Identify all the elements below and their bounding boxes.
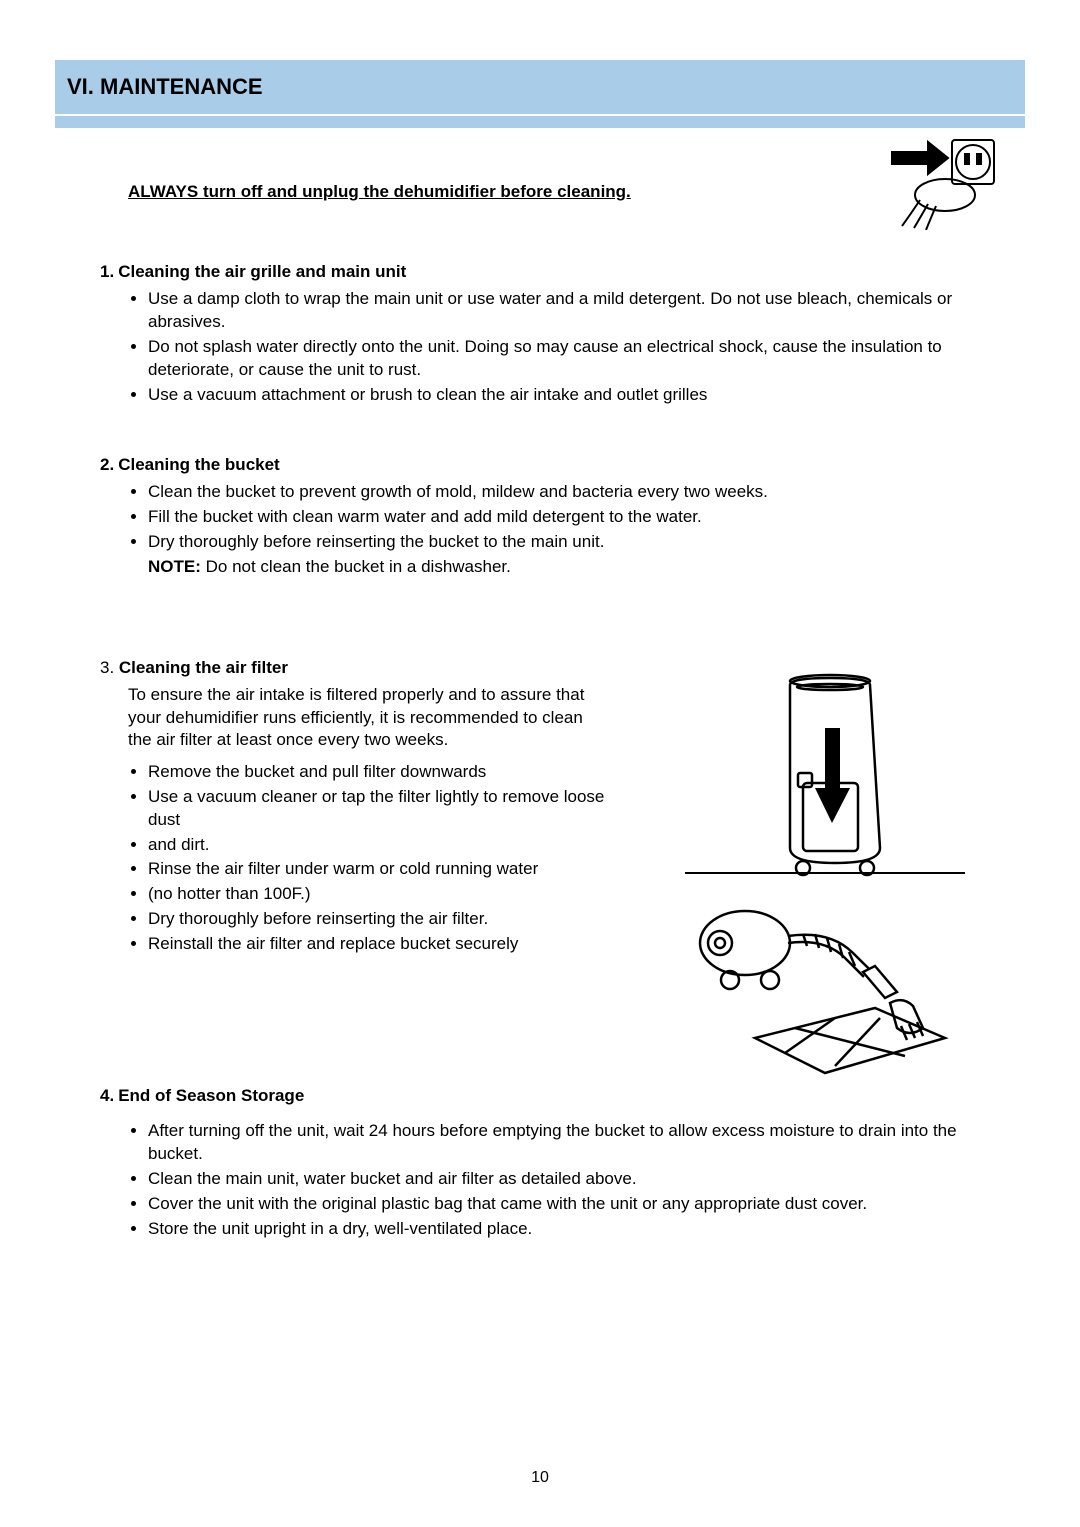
section-1-heading: 1.Cleaning the air grille and main unit (100, 262, 980, 282)
section-3: 3. Cleaning the air filter To ensure the… (100, 658, 640, 956)
section-2: 2.Cleaning the bucket Clean the bucket t… (100, 455, 980, 579)
section-4-title: End of Season Storage (118, 1086, 304, 1105)
list-item: Use a vacuum attachment or brush to clea… (148, 384, 980, 407)
list-item: Remove the bucket and pull filter downwa… (148, 761, 618, 784)
section-2-heading: 2.Cleaning the bucket (100, 455, 980, 475)
banner-title: VI. MAINTENANCE (67, 74, 263, 100)
section-banner: VI. MAINTENANCE (55, 60, 1025, 114)
section-2-note: NOTE: Do not clean the bucket in a dishw… (148, 556, 980, 579)
section-3-number: 3. (100, 658, 119, 677)
section-4: 4.End of Season Storage After turning of… (100, 1086, 980, 1241)
list-item: Use a vacuum cleaner or tap the filter l… (148, 786, 618, 832)
section-4-bullets: After turning off the unit, wait 24 hour… (148, 1120, 980, 1241)
manual-page: VI. MAINTENANCE ALWAYS turn off and unpl… (0, 0, 1080, 1527)
section-2-title: Cleaning the bucket (118, 455, 280, 474)
list-item: Store the unit upright in a dry, well-ve… (148, 1218, 980, 1241)
section-3-heading: 3. Cleaning the air filter (100, 658, 640, 678)
section-3-bullets: Remove the bucket and pull filter downwa… (148, 761, 618, 957)
list-item: Reinstall the air filter and replace buc… (148, 933, 618, 956)
list-item: Cover the unit with the original plastic… (148, 1193, 980, 1216)
section-4-heading: 4.End of Season Storage (100, 1086, 980, 1106)
page-number: 10 (0, 1469, 1080, 1487)
vacuum-filter-illustration (685, 888, 965, 1088)
section-3-title: Cleaning the air filter (119, 658, 288, 677)
section-1-bullets: Use a damp cloth to wrap the main unit o… (148, 288, 980, 407)
section-1-title: Cleaning the air grille and main unit (118, 262, 406, 281)
section-1-number: 1. (100, 262, 114, 281)
content-area: ALWAYS turn off and unplug the dehumidif… (55, 128, 1025, 1241)
section-2-number: 2. (100, 455, 114, 474)
list-item: Clean the bucket to prevent growth of mo… (148, 481, 980, 504)
list-item: Use a damp cloth to wrap the main unit o… (148, 288, 980, 334)
section-3-intro: To ensure the air intake is filtered pro… (128, 684, 608, 750)
section-2-bullets: Clean the bucket to prevent growth of mo… (148, 481, 980, 554)
safety-warning: ALWAYS turn off and unplug the dehumidif… (128, 182, 631, 202)
list-item: Fill the bucket with clean warm water an… (148, 506, 980, 529)
section-4-number: 4. (100, 1086, 114, 1105)
list-item: After turning off the unit, wait 24 hour… (148, 1120, 980, 1166)
note-label: NOTE: (148, 557, 201, 576)
list-item: Rinse the air filter under warm or cold … (148, 858, 618, 881)
section-1: 1.Cleaning the air grille and main unit … (100, 262, 980, 407)
list-item: (no hotter than 100F.) (148, 883, 618, 906)
list-item: and dirt. (148, 834, 618, 857)
note-text: Do not clean the bucket in a dishwasher. (201, 557, 511, 576)
section-banner-underline (55, 116, 1025, 128)
bucket-removal-illustration (685, 673, 965, 878)
list-item: Dry thoroughly before reinserting the bu… (148, 531, 980, 554)
list-item: Dry thoroughly before reinserting the ai… (148, 908, 618, 931)
list-item: Do not splash water directly onto the un… (148, 336, 980, 382)
list-item: Clean the main unit, water bucket and ai… (148, 1168, 980, 1191)
